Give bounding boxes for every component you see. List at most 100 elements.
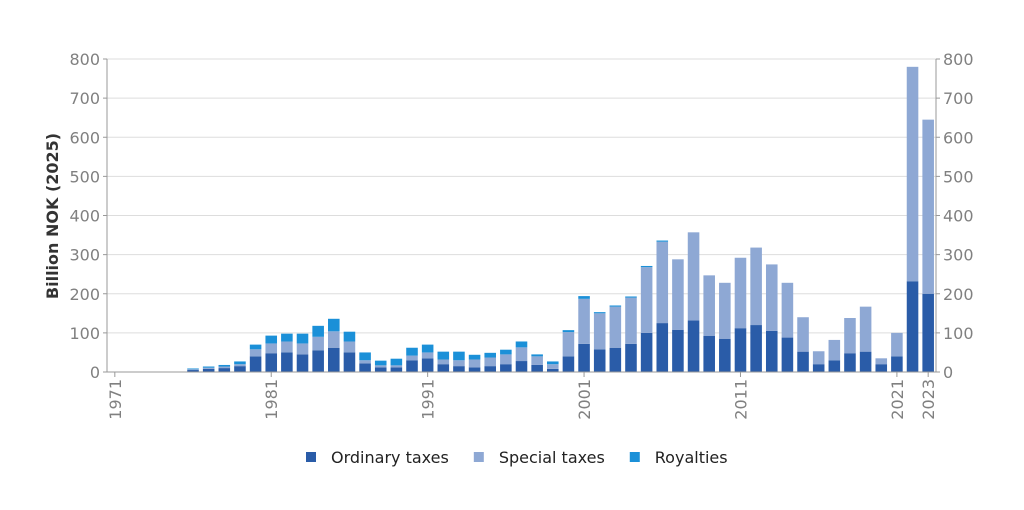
bar-ordinary-taxes-2021 <box>891 356 903 372</box>
bar-special-taxes-1992 <box>437 359 450 365</box>
legend-label-special-taxes: Special taxes <box>499 448 605 467</box>
bar-special-taxes-2002 <box>593 313 606 350</box>
bar-ordinary-taxes-2013 <box>765 330 778 372</box>
bar-royalties-1990 <box>406 347 418 356</box>
bar-royalties-1991 <box>421 344 434 353</box>
bar-special-taxes-1980 <box>249 349 262 357</box>
bar-ordinary-taxes-2016 <box>812 364 825 372</box>
bar-royalties-1980 <box>249 344 262 350</box>
axes-layer: 0 0 100 100 200 200 300 300 400 400 500 500 600 600 70… <box>69 50 973 420</box>
bar-royalties-1993 <box>453 351 465 361</box>
bar-ordinary-taxes-1994 <box>468 367 481 372</box>
bar-ordinary-taxes-1981 <box>265 353 278 372</box>
bar-special-taxes-2003 <box>609 306 622 348</box>
bar-special-taxes-2011 <box>734 257 747 329</box>
bar-royalties-1995 <box>484 352 496 358</box>
bar-ordinary-taxes-1997 <box>515 361 528 372</box>
bar-special-taxes-1981 <box>265 343 278 354</box>
bars-layer <box>187 66 934 373</box>
bar-ordinary-taxes-2002 <box>593 349 606 372</box>
bar-ordinary-taxes-1979 <box>234 366 246 372</box>
bar-special-taxes-2013 <box>765 264 778 331</box>
bar-royalties-2002 <box>593 312 606 314</box>
y-tick-label-left: 700 <box>69 89 100 108</box>
bar-ordinary-taxes-1995 <box>484 366 496 372</box>
bar-special-taxes-2012 <box>750 247 762 326</box>
y-tick-label-right: 100 <box>943 324 974 343</box>
y-axis-label: Billion NOK (2025) <box>43 133 62 299</box>
y-tick-label-right: 300 <box>943 246 974 265</box>
bar-royalties-2006 <box>656 240 669 242</box>
bar-ordinary-taxes-2000 <box>562 356 575 372</box>
bar-royalties-1977 <box>202 366 215 368</box>
bar-special-taxes-2009 <box>703 275 715 336</box>
y-tick-label-right: 400 <box>943 207 974 226</box>
y-tick-label-right: 200 <box>943 285 974 304</box>
bar-special-taxes-2016 <box>812 351 825 365</box>
bar-special-taxes-2000 <box>562 332 575 357</box>
bar-ordinary-taxes-2011 <box>734 328 747 372</box>
bar-ordinary-taxes-2008 <box>687 320 700 372</box>
bar-royalties-1982 <box>281 333 293 342</box>
bar-ordinary-taxes-1993 <box>453 366 465 372</box>
bar-special-taxes-1999 <box>547 364 559 369</box>
bar-royalties-2005 <box>640 265 653 268</box>
bar-royalties-1999 <box>547 361 559 365</box>
bar-royalties-1997 <box>515 341 528 348</box>
bar-special-taxes-1985 <box>328 331 340 348</box>
y-tick-label-right: 700 <box>943 89 974 108</box>
bar-special-taxes-2004 <box>625 297 637 344</box>
bar-ordinary-taxes-2009 <box>703 336 715 372</box>
bar-special-taxes-1991 <box>421 352 434 359</box>
bar-ordinary-taxes-2022 <box>906 281 919 372</box>
bar-ordinary-taxes-1987 <box>359 363 371 372</box>
bar-ordinary-taxes-1985 <box>328 347 340 372</box>
bar-ordinary-taxes-2014 <box>781 337 794 372</box>
bar-royalties-2001 <box>578 296 590 299</box>
bar-ordinary-taxes-2007 <box>672 329 684 372</box>
bar-special-taxes-1994 <box>468 359 481 368</box>
bar-royalties-1981 <box>265 335 278 344</box>
bar-ordinary-taxes-2010 <box>719 338 731 372</box>
bar-special-taxes-1977 <box>202 367 215 369</box>
bar-royalties-2003 <box>609 305 622 307</box>
y-tick-label-left: 100 <box>69 324 100 343</box>
bar-ordinary-taxes-1988 <box>374 367 387 372</box>
bar-special-taxes-2007 <box>672 259 684 330</box>
x-tick-label: 1981 <box>262 379 281 420</box>
bar-special-taxes-2005 <box>640 267 653 333</box>
bar-special-taxes-2018 <box>844 318 856 354</box>
bar-ordinary-taxes-2017 <box>828 360 841 372</box>
bar-royalties-2004 <box>625 296 637 298</box>
y-tick-label-left: 0 <box>90 363 100 382</box>
bar-special-taxes-1982 <box>281 341 293 353</box>
x-tick-label: 2021 <box>888 379 907 420</box>
bar-ordinary-taxes-1998 <box>531 364 543 372</box>
bar-special-taxes-1997 <box>515 347 528 362</box>
bar-royalties-1998 <box>531 354 543 357</box>
bar-royalties-1989 <box>390 358 403 366</box>
bar-special-taxes-1989 <box>390 365 403 368</box>
bar-ordinary-taxes-1990 <box>406 360 418 372</box>
bar-ordinary-taxes-2023 <box>922 293 934 372</box>
y-tick-label-left: 800 <box>69 50 100 69</box>
bar-special-taxes-1996 <box>500 354 512 365</box>
bar-ordinary-taxes-1999 <box>547 368 559 372</box>
bar-special-taxes-1995 <box>484 357 496 367</box>
bar-special-taxes-2021 <box>891 332 903 357</box>
y-tick-label-left: 400 <box>69 207 100 226</box>
bar-ordinary-taxes-1989 <box>390 367 403 372</box>
y-tick-label-left: 600 <box>69 128 100 147</box>
bar-ordinary-taxes-2004 <box>625 343 637 372</box>
bar-special-taxes-2006 <box>656 241 669 324</box>
bar-special-taxes-1978 <box>218 366 231 369</box>
y-tick-label-right: 500 <box>943 167 974 186</box>
x-tick-label: 1971 <box>106 379 125 420</box>
bar-ordinary-taxes-2005 <box>640 332 653 373</box>
bar-royalties-1978 <box>218 364 231 367</box>
bar-ordinary-taxes-1996 <box>500 364 512 372</box>
bar-ordinary-taxes-2015 <box>797 351 809 372</box>
x-tick-label: 1991 <box>419 379 438 420</box>
legend-label-royalties: Royalties <box>655 448 728 467</box>
